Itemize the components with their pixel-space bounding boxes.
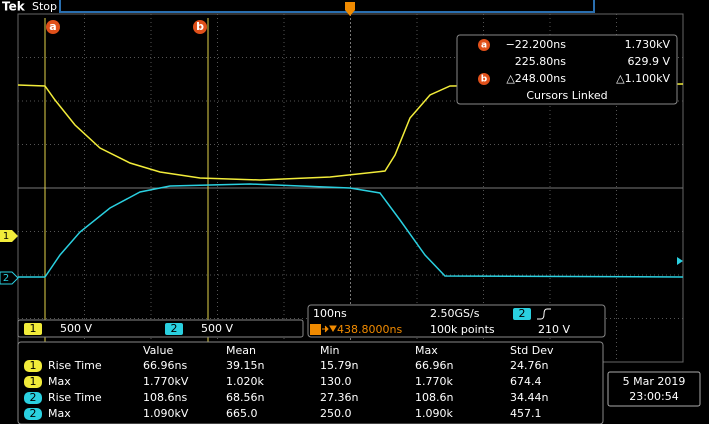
readout-b-label: b (481, 75, 488, 85)
channel-number: 1 (30, 375, 37, 388)
cursor-b-badge (193, 20, 207, 34)
ch1-scale: 500 V (60, 322, 92, 335)
channel-badge (24, 408, 42, 420)
measurement-cell: 1.020k (226, 375, 264, 388)
trigger-source-badge (513, 308, 531, 320)
measurement-name: Rise Time (48, 391, 102, 404)
trigger-position: 438.8000ns (337, 323, 402, 336)
measurement-box (17, 341, 604, 424)
trigger-arrow (322, 325, 337, 333)
measurement-cell: 34.44n (510, 391, 548, 404)
column-header: Max (415, 344, 438, 357)
trigger-icon (310, 324, 321, 335)
measurement-cell: 27.36n (320, 391, 358, 404)
channel-bar (17, 319, 304, 338)
datetime-box (607, 371, 701, 407)
readout-value: △1.100kV (616, 72, 670, 85)
channel-badge (24, 376, 42, 388)
readout-time: −22.200ns (506, 38, 567, 51)
column-header: Mean (226, 344, 256, 357)
cursor-linked: Cursors Linked (526, 89, 607, 102)
ch1-marker-label: 1 (3, 231, 9, 242)
date: 5 Mar 2019 (623, 375, 686, 388)
readout-a-badge (478, 39, 490, 51)
measurement-cell: 24.76n (510, 359, 548, 372)
cursor-a-label: a (49, 20, 56, 33)
ch1-waveform (17, 83, 684, 181)
measurement-cell: 1.770kV (143, 375, 189, 388)
record-length: 100k points (430, 323, 495, 336)
measurement-cell: 39.15n (226, 359, 264, 372)
horizontal-scale: 100ns (313, 307, 347, 320)
measurement-cell: 1.090kV (143, 407, 189, 420)
channel-number: 2 (30, 391, 37, 404)
ch1-number: 1 (30, 322, 37, 335)
cursor-readout-box (456, 34, 678, 105)
readout-time: 225.80ns (515, 55, 566, 68)
measurement-cell: 674.4 (510, 375, 542, 388)
trigger-marker (345, 2, 355, 16)
channel-number: 1 (30, 359, 37, 372)
brand: Tek (2, 0, 26, 14)
readout-b-badge (478, 73, 490, 85)
ch1-badge (24, 323, 42, 335)
readout-value: 629.9 V (627, 55, 670, 68)
cursor-b-label: b (196, 20, 204, 33)
measurement-cell: 68.56n (226, 391, 264, 404)
readout-time: △248.00ns (506, 72, 566, 85)
column-header: Std Dev (510, 344, 554, 357)
readout-value: 1.730kV (625, 38, 671, 51)
cursor-a-badge (46, 20, 60, 34)
time: 23:00:54 (629, 390, 678, 403)
measurement-cell: 250.0 (320, 407, 352, 420)
measurement-cell: 457.1 (510, 407, 542, 420)
channel-badge (24, 392, 42, 404)
ch2-marker-label: 2 (3, 273, 9, 284)
trigger-slope-icon (537, 308, 551, 320)
channel-badge (24, 360, 42, 372)
run-status: Stop (32, 0, 57, 13)
trigger-level: 210 V (538, 323, 570, 336)
measurement-name: Max (48, 407, 71, 420)
sample-rate: 2.50GS/s (430, 307, 480, 320)
column-header: Value (143, 344, 173, 357)
measurement-cell: 665.0 (226, 407, 258, 420)
column-header: Min (320, 344, 340, 357)
readout-a-label: a (481, 41, 487, 51)
ch2-waveform (18, 183, 684, 278)
trigger-level-marker (677, 257, 683, 265)
measurement-cell: 66.96ns (143, 359, 187, 372)
measurement-cell: 66.96n (415, 359, 453, 372)
ch2-scale: 500 V (201, 322, 233, 335)
ch2-number: 2 (171, 322, 178, 335)
ch2-badge (165, 323, 183, 335)
channel-number: 2 (30, 407, 37, 420)
measurement-cell: 108.6ns (143, 391, 187, 404)
ch2-marker (0, 271, 19, 285)
measurement-name: Rise Time (48, 359, 102, 372)
measurement-name: Max (48, 375, 71, 388)
measurement-cell: 108.6n (415, 391, 453, 404)
measurement-cell: 130.0 (320, 375, 352, 388)
ch1-marker (0, 230, 18, 242)
measurement-cell: 15.79n (320, 359, 358, 372)
measurement-cell: 1.770k (415, 375, 453, 388)
measurement-cell: 1.090k (415, 407, 453, 420)
trigger-source: 2 (519, 307, 526, 320)
